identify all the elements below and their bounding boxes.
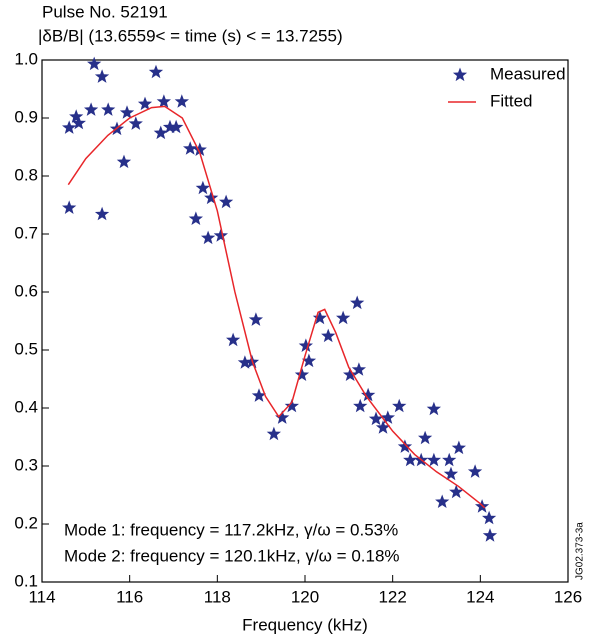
measured-point — [62, 200, 77, 214]
measured-point — [94, 69, 110, 83]
measured-point — [87, 56, 102, 71]
measured-point — [237, 355, 253, 369]
measured-point — [351, 362, 366, 376]
y-tick-label: 0.5 — [14, 339, 38, 358]
y-tick-label: 0.2 — [14, 513, 38, 532]
measured-point — [284, 398, 299, 413]
y-tick-label: 0.6 — [14, 281, 38, 300]
measured-point — [226, 332, 241, 347]
measured-point — [169, 119, 184, 134]
measured-point — [94, 206, 110, 221]
measured-point — [219, 194, 234, 209]
annotation: Mode 2: frequency = 120.1kHz, γ/ω = 0.18… — [64, 546, 400, 565]
measured-point — [343, 367, 358, 381]
measured-point — [397, 439, 413, 453]
x-tick-label: 126 — [554, 587, 582, 606]
x-tick-label: 124 — [466, 587, 494, 606]
measured-point — [275, 410, 290, 424]
annotation: Mode 1: frequency = 117.2kHz, γ/ω = 0.53… — [64, 520, 398, 539]
measured-point — [482, 528, 498, 542]
y-tick-label: 1.0 — [14, 49, 38, 68]
measured-point — [156, 94, 171, 108]
x-tick-label: 118 — [204, 587, 231, 606]
measured-point — [116, 154, 132, 169]
chart-subtitle: |δB/B| (13.6559< = time (s) < = 13.7255) — [38, 26, 343, 45]
measured-point — [375, 420, 391, 434]
measured-point — [380, 410, 395, 424]
measured-point — [435, 494, 450, 508]
measured-point — [153, 125, 168, 140]
measured-point — [248, 312, 263, 326]
y-tick-label: 0.7 — [14, 223, 38, 242]
measured-point — [467, 464, 483, 478]
measured-point — [443, 466, 459, 481]
legend-label: Fitted — [490, 91, 533, 110]
measured-point — [204, 190, 219, 205]
measured-point — [69, 109, 84, 123]
measured-point — [426, 401, 441, 416]
measured-point — [368, 411, 384, 426]
measured-point — [482, 510, 497, 525]
legend-label: Measured — [490, 64, 566, 83]
measured-point — [312, 310, 327, 325]
measured-point — [266, 426, 281, 441]
measured-point — [101, 102, 116, 116]
measured-point — [361, 387, 376, 402]
y-tick-label: 0.4 — [14, 397, 38, 416]
measured-point — [336, 310, 351, 325]
y-tick-label: 0.8 — [14, 165, 38, 184]
measured-point — [449, 484, 464, 499]
measured-point — [294, 367, 310, 381]
x-tick-label: 116 — [116, 587, 143, 606]
measured-point — [148, 64, 164, 79]
measured-point — [162, 119, 178, 134]
measured-point — [251, 388, 267, 402]
plot-frame — [41, 59, 569, 583]
measured-point — [183, 141, 198, 155]
measured-point — [418, 430, 433, 445]
measured-point — [392, 398, 407, 413]
figure-id: JG02.373-3a — [575, 522, 586, 580]
y-tick-label: 0.9 — [14, 107, 38, 126]
legend-symbol — [452, 67, 468, 82]
measured-point — [201, 230, 216, 245]
measured-point — [298, 338, 313, 352]
measured-point — [353, 398, 368, 413]
measured-point — [84, 102, 99, 116]
measured-point — [213, 228, 228, 242]
fitted-line — [67, 105, 486, 509]
measured-point — [195, 180, 210, 195]
x-tick-label: 114 — [28, 587, 55, 606]
measured-point — [192, 142, 207, 156]
x-tick-label: 122 — [378, 587, 406, 606]
measured-point — [451, 440, 466, 455]
measured-point — [442, 452, 457, 467]
measured-point — [301, 353, 317, 368]
measured-point — [137, 96, 153, 111]
measured-point — [128, 116, 143, 130]
chart-title: Pulse No. 52191 — [42, 2, 168, 21]
measured-point — [62, 120, 77, 134]
y-tick-label: 0.1 — [14, 571, 38, 590]
measured-point — [71, 115, 86, 130]
measured-point — [188, 211, 203, 225]
measured-point — [426, 452, 441, 467]
measured-point — [321, 328, 336, 343]
x-axis-label: Frequency (kHz) — [242, 615, 368, 634]
measured-point — [350, 295, 365, 310]
measured-point — [174, 94, 189, 108]
y-tick-label: 0.3 — [14, 455, 38, 474]
measured-point — [119, 105, 135, 119]
x-tick-label: 120 — [291, 587, 319, 606]
measured-point — [403, 452, 418, 467]
